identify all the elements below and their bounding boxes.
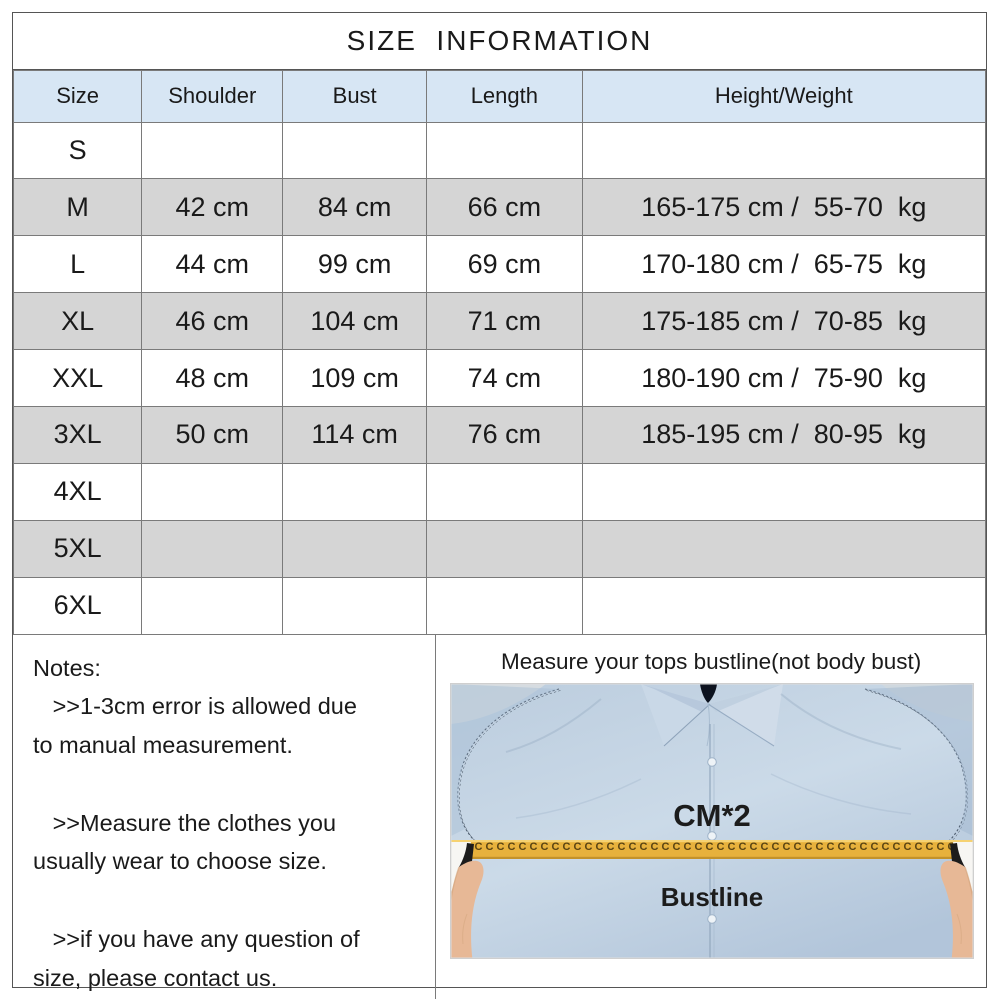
svg-text:CM*2: CM*2	[673, 798, 751, 833]
svg-text:Bustline: Bustline	[661, 882, 764, 912]
